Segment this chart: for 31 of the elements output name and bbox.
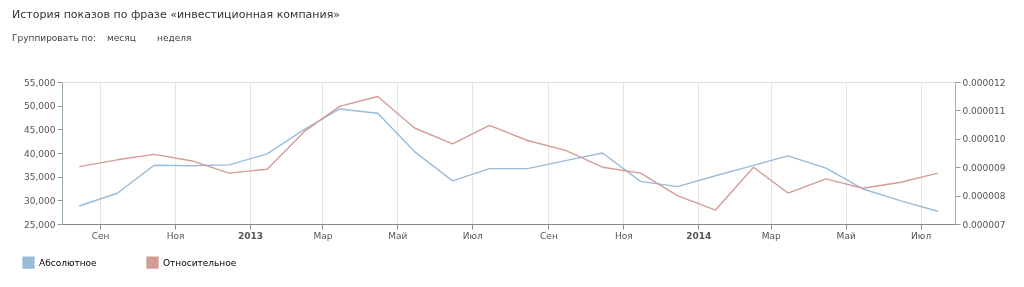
y2-tick-label: 0.000007 (962, 219, 1006, 230)
x-tick-label: Мар (313, 230, 333, 241)
y2-tick-label: 0.000012 (962, 77, 1006, 88)
y2-tick-label: 0.000008 (962, 191, 1006, 202)
y-tick-label: 25,000 (24, 219, 56, 230)
y2-tick-label: 0.000011 (962, 105, 1006, 116)
text: месяц (107, 33, 136, 43)
x-tick-label: Сен (91, 230, 110, 241)
x-tick-label: Май (836, 230, 856, 241)
legend-label: Относительное (163, 257, 237, 268)
chart-title: История показов по фразе «инвестиционная компания» (12, 8, 341, 21)
x-tick-label: Ноя (615, 230, 633, 241)
x-tick-label: Июл (462, 230, 483, 241)
x-tick-label: Ноя (166, 230, 185, 241)
legend-label: Абсолютное (39, 257, 98, 268)
text: неделя (157, 33, 192, 43)
y2-tick-label: 0.000010 (962, 134, 1006, 145)
x-tick-label: Сен (540, 230, 558, 241)
y-tick-label: 50,000 (24, 101, 56, 112)
x-tick-label: Мар (761, 230, 782, 241)
y-tick-label: 55,000 (24, 77, 56, 88)
x-tick-label: Июл (911, 230, 932, 241)
x-tick-label: 2013 (237, 230, 263, 241)
y-tick-label: 35,000 (24, 172, 56, 183)
x-tick-label: Май (388, 230, 408, 241)
y-tick-label: 40,000 (24, 148, 56, 159)
y-tick-label: 30,000 (24, 195, 56, 206)
text: Группировать по: (12, 33, 97, 43)
x-tick-label: 2014 (686, 230, 712, 241)
y-tick-label: 45,000 (24, 124, 56, 135)
y2-tick-label: 0.000009 (962, 162, 1006, 173)
